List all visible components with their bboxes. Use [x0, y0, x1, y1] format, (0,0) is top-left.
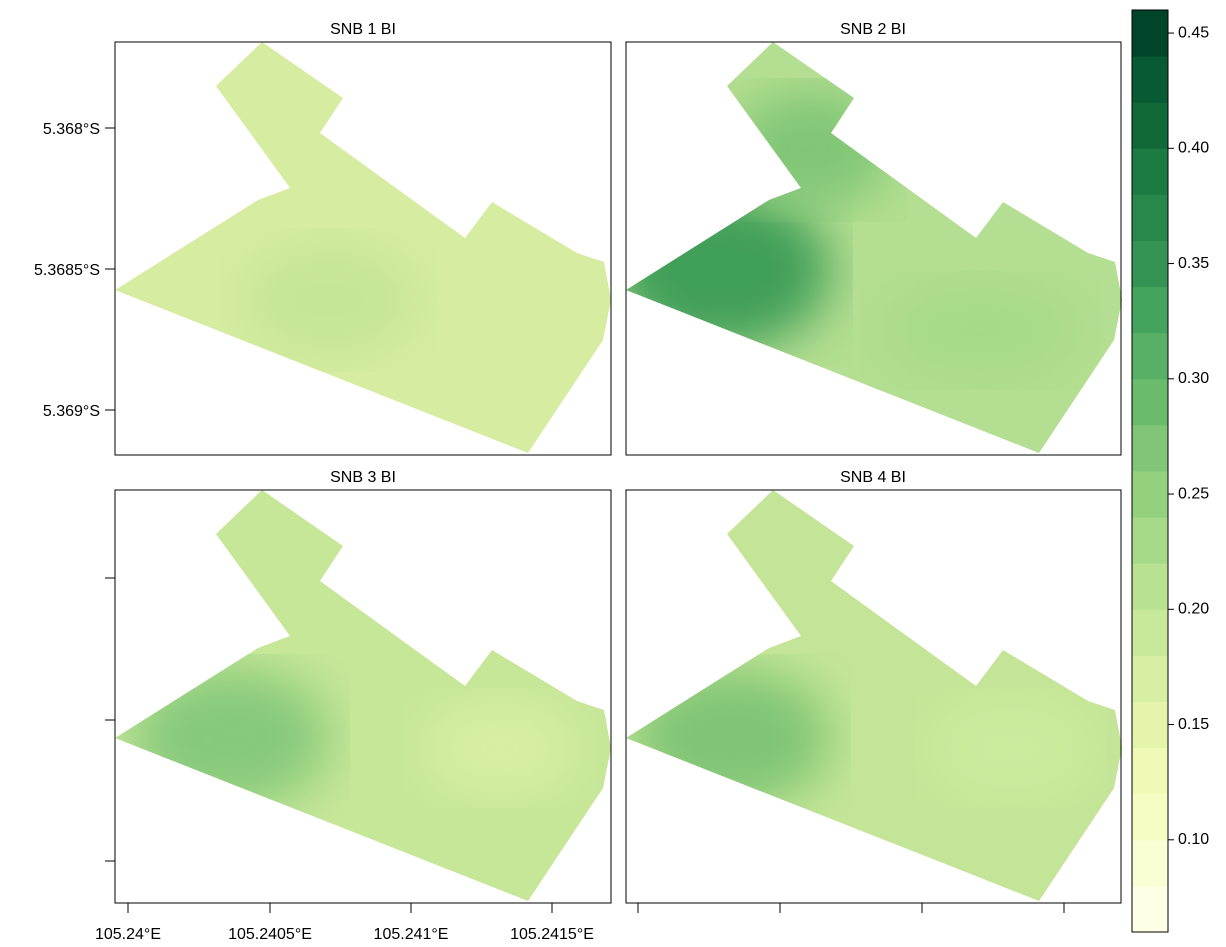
- y-tick-label: 5.368°S: [43, 121, 100, 138]
- colorkey-band: [1132, 702, 1168, 749]
- panel: [611, 42, 1122, 455]
- colorkey-tick-label: 0.40: [1178, 140, 1209, 157]
- colorkey-band: [1132, 517, 1168, 564]
- x-tick-label: 105.2415°E: [510, 926, 594, 943]
- panel-title: SNB 3 BI: [330, 469, 396, 486]
- colorkey-band: [1132, 794, 1168, 841]
- colorkey-tick-label: 0.35: [1178, 255, 1209, 272]
- colorkey-band: [1132, 471, 1168, 518]
- panel: [115, 42, 611, 455]
- panel-title: SNB 1 BI: [330, 21, 396, 38]
- colorkey-tick-label: 0.10: [1178, 831, 1209, 848]
- colorkey-tick-label: 0.20: [1178, 601, 1209, 618]
- colorkey-tick-label: 0.15: [1178, 716, 1209, 733]
- colorkey-band: [1132, 425, 1168, 472]
- colorkey-band: [1132, 609, 1168, 656]
- panel-title: SNB 2 BI: [840, 21, 906, 38]
- map-figure: SNB 1 BI SNB 2 BI SNB 3 BI SNB 4 BI 5.36…: [0, 0, 1226, 947]
- colorkey-band: [1132, 148, 1168, 195]
- x-tick-label: 105.241°E: [374, 926, 449, 943]
- y-tick-label: 5.369°S: [43, 403, 100, 420]
- colorkey-tick-label: 0.25: [1178, 485, 1209, 502]
- colorkey-band: [1132, 241, 1168, 288]
- colorkey-band: [1132, 287, 1168, 334]
- x-tick-label: 105.2405°E: [228, 926, 312, 943]
- colorkey-band: [1132, 886, 1168, 933]
- y-tick-label: 5.3685°S: [34, 262, 100, 279]
- colorkey-band: [1132, 379, 1168, 426]
- colorkey-band: [1132, 194, 1168, 241]
- colorkey-tick-label: 0.45: [1178, 24, 1209, 41]
- colorkey-band: [1132, 102, 1168, 149]
- colorkey-tick-label: 0.30: [1178, 370, 1209, 387]
- panel: [115, 490, 611, 903]
- colorkey-band: [1132, 10, 1168, 57]
- y-ticks: [105, 128, 115, 861]
- panel-title: SNB 4 BI: [840, 469, 906, 486]
- x-tick-label: 105.24°E: [95, 926, 161, 943]
- panel: [626, 490, 1122, 903]
- colorkey-band: [1132, 56, 1168, 103]
- colorkey-band: [1132, 333, 1168, 380]
- colorkey-band: [1132, 840, 1168, 887]
- colorkey-band: [1132, 655, 1168, 702]
- x-ticks: [128, 903, 1064, 913]
- colorkey-band: [1132, 748, 1168, 795]
- colorkey-band: [1132, 563, 1168, 610]
- colorkey: 0.10 0.15 0.20 0.25 0.30 0.35 0.40 0.45: [1132, 10, 1209, 933]
